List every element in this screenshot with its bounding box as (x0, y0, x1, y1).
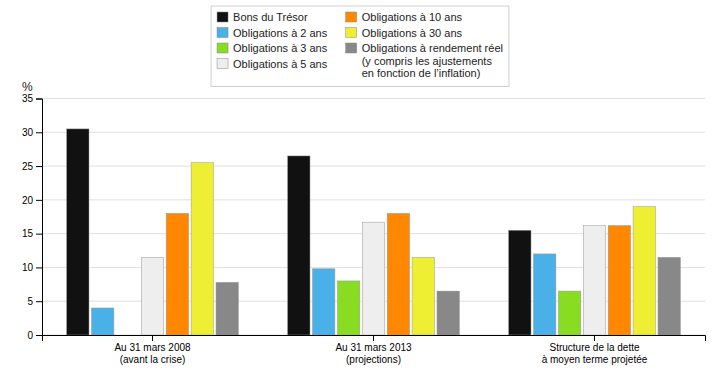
legend-item: Obligations à 5 ans (217, 58, 328, 70)
legend-item: Obligations à 2 ans (217, 27, 328, 39)
bar (533, 254, 555, 335)
tick-mark (36, 132, 42, 133)
tick-label: 5 (27, 296, 33, 307)
grid-line (42, 166, 705, 167)
bar (437, 291, 459, 335)
tick-label: 30 (22, 127, 34, 138)
bar (362, 222, 384, 335)
tick-mark (594, 335, 595, 341)
legend-label: Obligations à rendement réel(y compris l… (362, 42, 503, 79)
y-axis: 0 5 10 15 20 25 30 35 (22, 93, 43, 341)
tick: Structure de la detteà moyen terme proje… (542, 335, 648, 365)
legend-label: Obligations à 2 ans (233, 27, 328, 39)
tick-label: 25 (22, 161, 34, 172)
legend-swatch (346, 28, 357, 38)
legend-item: Bons du Trésor (217, 11, 308, 23)
legend-label: Obligations à 10 ans (362, 11, 463, 23)
legend-label: Obligations à 3 ans (233, 42, 328, 54)
grid-line (42, 199, 705, 200)
tick: Au 31 mars 2013(projections) (335, 335, 412, 365)
tick-mark (36, 335, 42, 336)
legend-item: Obligations à rendement réel(y compris l… (346, 42, 503, 79)
legend-swatch (217, 28, 228, 38)
tick-mark (36, 200, 42, 201)
bar (633, 207, 655, 335)
tick-label: 20 (22, 195, 34, 206)
bar (583, 226, 605, 335)
tick-label: 10 (22, 262, 34, 273)
legend-frame (211, 6, 509, 87)
bar (658, 257, 680, 335)
bar (387, 213, 409, 335)
tick-label: 35 (22, 93, 34, 104)
legend-swatch (217, 43, 228, 53)
axis-label: % (22, 80, 33, 94)
bar (337, 281, 359, 335)
legend: Bons du Trésor Obligations à 2 ans Obligat… (211, 6, 509, 87)
chart: Bons du Trésor Obligations à 2 ans Obligat… (0, 0, 720, 377)
legend-label: Obligations à 30 ans (362, 27, 463, 39)
bar (67, 129, 89, 335)
legend-swatch (217, 59, 228, 69)
grid (42, 99, 705, 336)
axis-line (36, 99, 43, 336)
tick-label: 15 (22, 228, 34, 239)
tick-mark (152, 335, 153, 341)
tick-mark (36, 99, 42, 100)
tick: 20 (22, 195, 42, 206)
legend-label: Bons du Trésor (233, 11, 308, 23)
tick-label: 0 (27, 330, 33, 341)
bar (216, 282, 238, 335)
plot: 0 5 10 15 20 25 30 35 Au 31 mars 2008(avant la c… (22, 93, 706, 364)
legend-label: Obligations à 5 ans (233, 58, 328, 70)
tick: 35 (22, 93, 42, 104)
grid-line (42, 132, 705, 133)
bars (67, 129, 681, 335)
legend-swatch (346, 12, 357, 22)
grid-line (42, 98, 705, 99)
bar (509, 230, 531, 335)
tick: 5 (27, 296, 42, 307)
tick-mark (36, 267, 42, 268)
tick: 15 (22, 228, 42, 239)
tick-label: Au 31 mars 2013(projections) (335, 342, 412, 365)
legend-swatch (346, 43, 357, 53)
tick: 30 (22, 127, 42, 138)
bar (91, 308, 113, 335)
legend-swatch (217, 12, 228, 22)
bar (412, 257, 434, 335)
tick: Au 31 mars 2008(avant la crise) (114, 335, 191, 365)
tick-label: Structure de la detteà moyen terme proje… (542, 342, 648, 365)
tick-label: Au 31 mars 2008(avant la crise) (114, 342, 191, 365)
bar (288, 156, 310, 335)
tick: 25 (22, 161, 42, 172)
bar (312, 269, 334, 335)
bar (191, 163, 213, 335)
bar (141, 257, 163, 335)
tick: 10 (22, 262, 42, 273)
legend-item: Obligations à 10 ans (346, 11, 463, 23)
tick-mark (373, 335, 374, 341)
bar (608, 226, 630, 335)
x-axis: Au 31 mars 2008(avant la crise) Au 31 mar… (43, 335, 706, 365)
axis-line (43, 336, 706, 342)
legend-item: Obligations à 30 ans (346, 27, 463, 39)
bar (166, 213, 188, 335)
tick-mark (36, 301, 42, 302)
tick-mark (36, 234, 42, 235)
bar (116, 335, 138, 336)
bar (558, 291, 580, 335)
tick-mark (36, 166, 42, 167)
legend-item: Obligations à 3 ans (217, 42, 328, 54)
tick: 0 (27, 330, 42, 341)
